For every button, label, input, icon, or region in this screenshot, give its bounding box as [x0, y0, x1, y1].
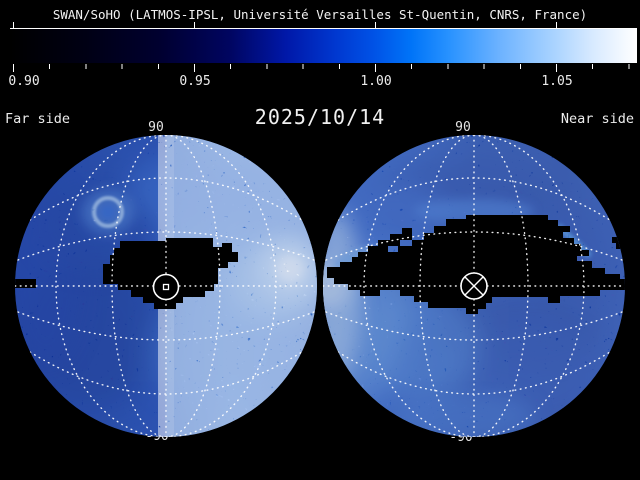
far-side-label: Far side	[5, 111, 71, 127]
far-data-gap-mask	[103, 238, 238, 309]
near-data-gap-mask	[327, 215, 625, 314]
colorbar-tick-label-090: 0.90	[8, 74, 40, 89]
colorbar-top-axis	[10, 28, 637, 29]
far-side-map	[15, 135, 317, 437]
colorbar-gradient	[10, 29, 637, 63]
circled-cross-marker	[460, 272, 488, 300]
colorbar-major-ticks	[13, 64, 558, 72]
colorbar-tick-label-095: 0.95	[179, 74, 211, 89]
near-side-map	[323, 135, 625, 437]
plot-title: SWAN/SoHO (LATMOS-IPSL, Université Versa…	[52, 7, 588, 22]
date-label: 2025/10/14	[254, 105, 386, 129]
far-pole-north-label: 90	[148, 120, 164, 135]
colorbar-top-ticks	[13, 22, 558, 28]
near-side-label: Near side	[560, 111, 634, 127]
colorbar-tick-label-100: 1.00	[360, 74, 392, 89]
colorbar-tick-label-105: 1.05	[541, 74, 573, 89]
far-rim-gap	[15, 279, 36, 288]
near-pole-north-label: 90	[455, 120, 471, 135]
circled-dot-marker	[152, 273, 180, 301]
near-gap-arm-left	[358, 228, 412, 257]
